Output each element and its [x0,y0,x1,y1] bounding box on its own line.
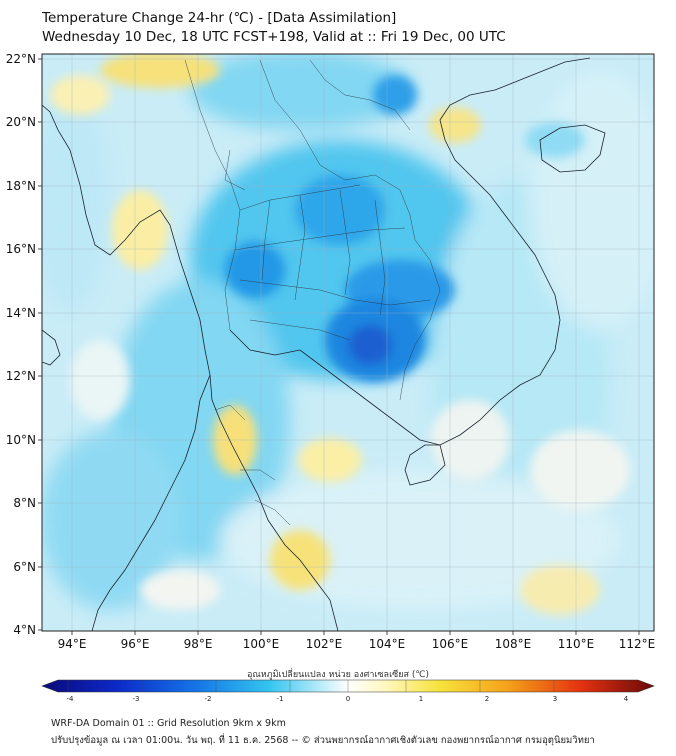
lon-label: 104°E [369,637,406,651]
lat-label: 8°N [13,496,36,510]
temperature-field [42,54,654,631]
chart-title: Temperature Change 24-hr (℃) - [Data Ass… [42,10,397,26]
footer-model-info: WRF-DA Domain 01 :: Grid Resolution 9km … [51,718,286,729]
lat-label: 20°N [6,115,36,129]
colorbar-tick: -4 [67,695,75,703]
colorbar-tick: -3 [133,695,140,703]
coastlines [42,57,606,631]
colorbar-tick: 3 [553,695,557,703]
lat-label: 14°N [6,306,36,320]
colorbar-tick: -2 [205,695,212,703]
lat-label: 6°N [13,560,36,574]
lon-label: 96°E [121,637,150,651]
lon-label: 98°E [184,637,213,651]
admin-borders [184,59,441,526]
lat-label: 10°N [6,433,36,447]
colorbar-tick: 4 [624,695,629,703]
colorbar-tick: 1 [419,695,423,703]
footer-credit: ปรับปรุงข้อมูล ณ เวลา 01:00น. วัน พฤ. ที… [51,735,595,746]
lon-label: 106°E [432,637,469,651]
colorbar-title: อุณหภูมิเปลี่ยนแปลง หน่วย องศาเซลเซียส (… [246,670,430,680]
colorbar-tick: 2 [485,695,489,703]
axis-ticks [38,58,640,635]
lon-label: 102°E [306,637,343,651]
chart-subtitle: Wednesday 10 Dec, 18 UTC FCST+198, Valid… [42,29,506,45]
colorbar-tick: -1 [277,695,284,703]
lon-label: 108°E [495,637,532,651]
map-frame [41,53,655,632]
lat-label: 16°N [6,242,36,256]
lon-label: 112°E [619,637,656,651]
colorbar-tick: 0 [346,695,350,703]
lon-label: 94°E [58,637,87,651]
lat-label: 22°N [6,52,36,66]
graticule [42,54,654,631]
lon-label: 110°E [558,637,595,651]
lat-label: 12°N [6,369,36,383]
lat-label: 18°N [6,179,36,193]
lat-label: 4°N [13,623,36,637]
colorbar [41,679,655,693]
lon-label: 100°E [243,637,280,651]
